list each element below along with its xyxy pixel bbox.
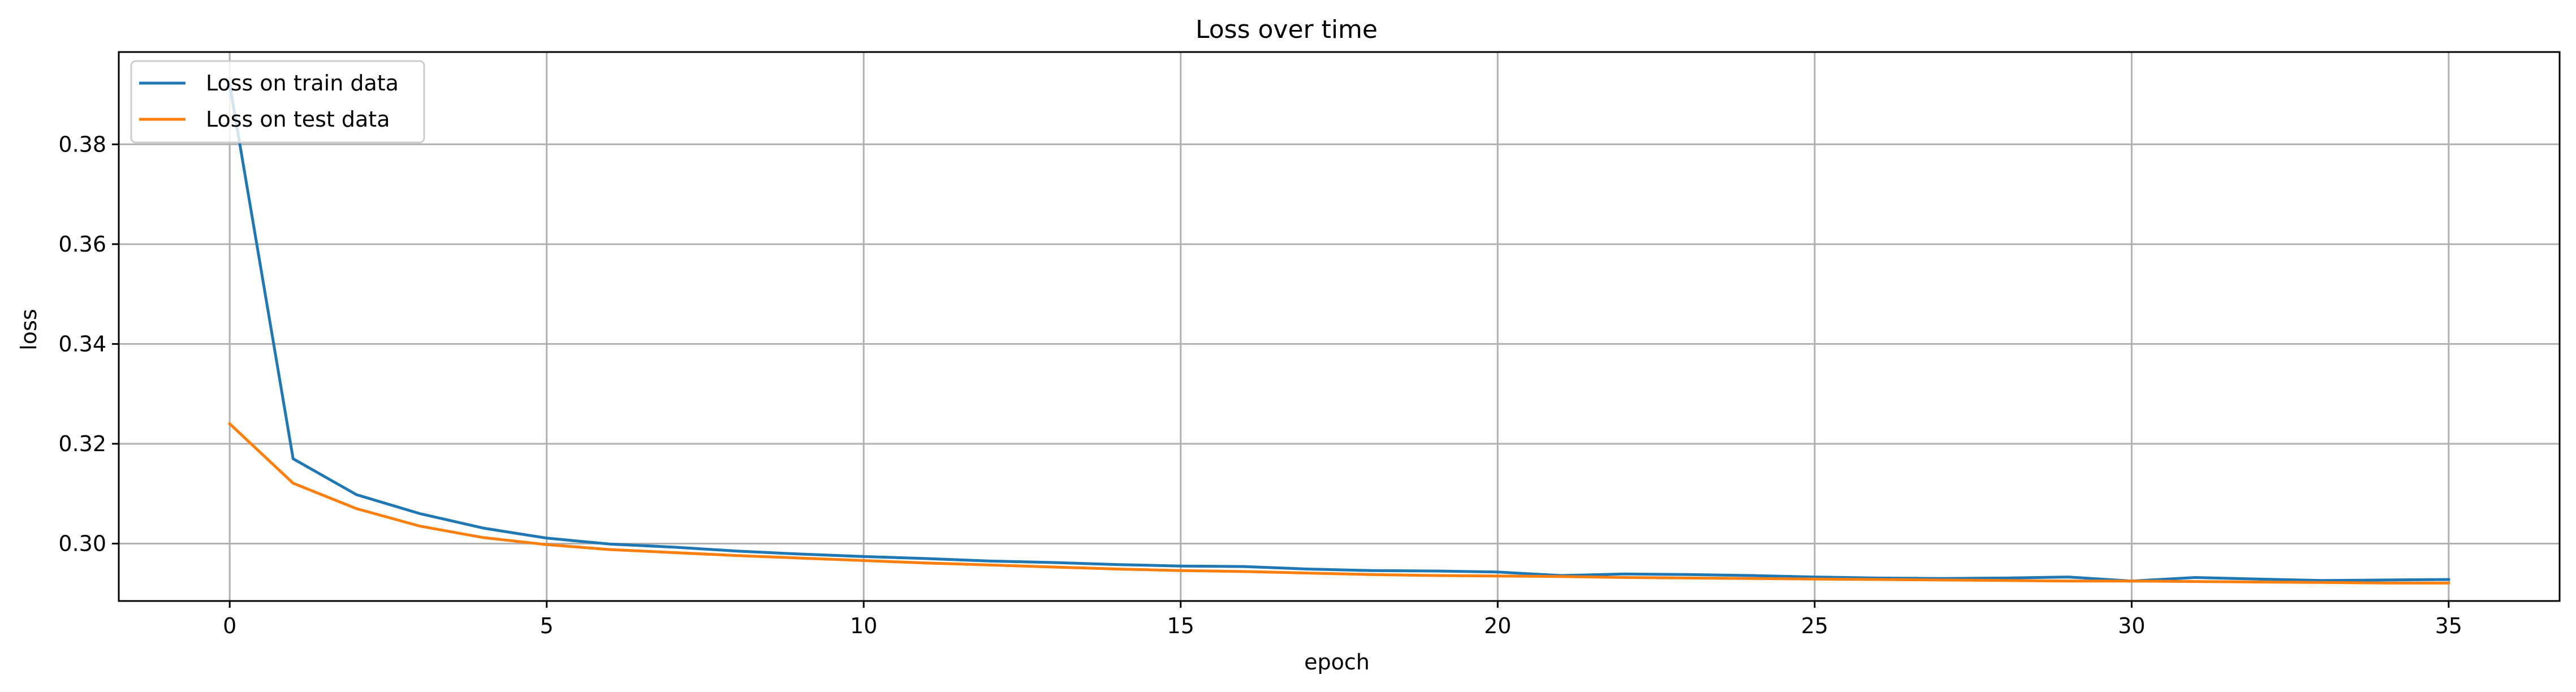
x-tick-label: 0 bbox=[223, 613, 236, 638]
x-tick-label: 25 bbox=[1801, 613, 1828, 638]
x-axis-ticks: 0 5 10 15 20 25 30 35 bbox=[223, 601, 2462, 638]
legend-label-test: Loss on test data bbox=[206, 107, 390, 132]
legend-box bbox=[130, 60, 425, 144]
x-axis-label: epoch bbox=[1304, 650, 1370, 674]
x-tick-label: 15 bbox=[1167, 613, 1194, 638]
series-line-test bbox=[227, 422, 2450, 585]
y-axis-ticks: 0.30 0.32 0.34 0.36 0.38 bbox=[58, 132, 119, 556]
x-tick-label: 35 bbox=[2435, 613, 2462, 638]
series-lines bbox=[227, 83, 2450, 585]
x-tick-label: 20 bbox=[1484, 613, 1511, 638]
legend-label-train: Loss on train data bbox=[206, 71, 399, 96]
y-tick-label: 0.36 bbox=[58, 232, 106, 257]
x-tick-label: 5 bbox=[540, 613, 554, 638]
x-tick-label: 10 bbox=[850, 613, 877, 638]
legend: Loss on train data Loss on test data bbox=[130, 60, 425, 144]
y-tick-label: 0.32 bbox=[58, 431, 106, 456]
y-tick-label: 0.34 bbox=[58, 331, 106, 356]
plot-frame bbox=[118, 51, 2561, 602]
x-tick-label: 30 bbox=[2118, 613, 2145, 638]
y-tick-label: 0.38 bbox=[58, 132, 106, 157]
series-line-train bbox=[228, 83, 2450, 583]
y-axis-label: loss bbox=[16, 309, 41, 350]
y-tick-label: 0.30 bbox=[58, 531, 106, 556]
chart-title: Loss over time bbox=[1196, 15, 1378, 44]
